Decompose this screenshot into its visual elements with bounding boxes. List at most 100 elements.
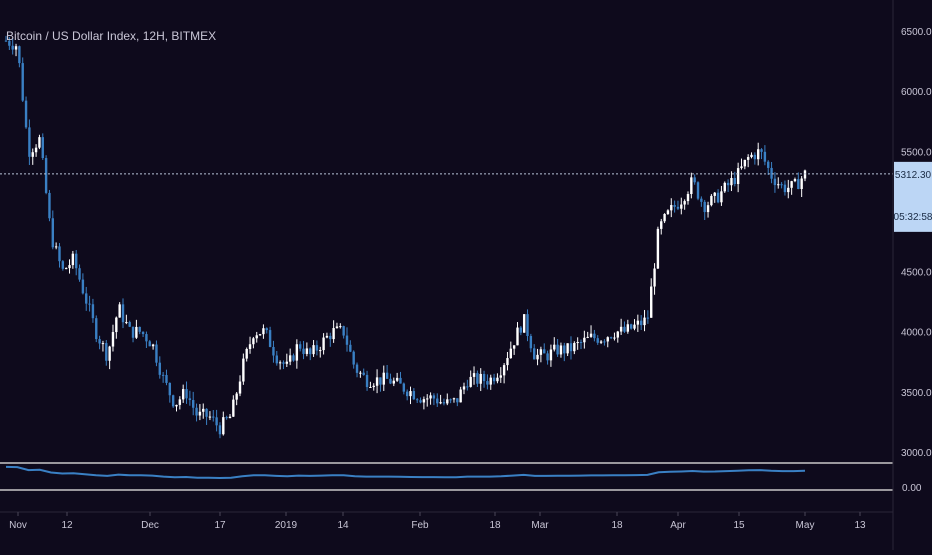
candle-body	[412, 391, 416, 400]
candle-body	[392, 380, 395, 384]
candle-body	[733, 177, 736, 185]
candle-body	[419, 400, 422, 403]
candle-body	[305, 348, 309, 354]
candle-body	[192, 400, 195, 408]
candle-body	[105, 343, 108, 361]
candle-body	[205, 408, 208, 417]
candle-body	[54, 246, 58, 248]
candle-body	[780, 184, 783, 186]
candle-body	[355, 364, 359, 373]
candle-body	[566, 343, 569, 354]
candle-body	[499, 375, 502, 378]
candle-body	[345, 335, 349, 345]
x-tick-label: 15	[733, 520, 745, 531]
candle-body	[623, 326, 626, 332]
y-tick-label: 4000.00	[901, 328, 932, 339]
candle-body	[442, 402, 446, 404]
candle-body	[202, 408, 205, 412]
candle-body	[569, 343, 573, 352]
indicator-tick: 0.00	[902, 483, 922, 494]
candle-body	[24, 100, 28, 128]
candle-body	[710, 195, 713, 206]
candle-body	[78, 268, 81, 280]
candle-body	[703, 201, 706, 213]
candle-body	[603, 341, 606, 343]
candle-body	[245, 348, 248, 359]
x-tick-label: 18	[611, 520, 623, 531]
candle-body	[34, 147, 38, 153]
candle-body	[429, 395, 432, 399]
candle-body	[506, 358, 509, 366]
last-price-tag-bg	[894, 161, 932, 232]
candle-body	[178, 399, 182, 405]
countdown-value: 05:32:58	[894, 212, 932, 223]
candle-body	[599, 341, 603, 343]
candle-body	[198, 411, 202, 416]
candle-body	[800, 178, 803, 189]
candle-body	[619, 326, 623, 332]
candle-body	[91, 304, 95, 319]
candle-body	[208, 416, 212, 418]
candle-body	[38, 137, 41, 148]
candle-body	[439, 402, 442, 404]
candle-body	[31, 152, 34, 157]
last-price-tag: 5312.30 05:32:58	[894, 161, 932, 232]
candle-body	[479, 373, 482, 384]
candle-body	[777, 184, 780, 186]
candle-body	[335, 326, 339, 329]
candle-body	[723, 182, 726, 192]
candle-body	[325, 335, 329, 338]
candle-body	[720, 191, 723, 203]
candle-body	[543, 349, 546, 354]
candle-body	[546, 353, 549, 361]
candle-body	[456, 398, 459, 403]
candle-body	[489, 377, 492, 385]
candle-body	[232, 399, 235, 417]
candle-body	[225, 417, 228, 419]
candle-body	[128, 322, 131, 327]
candle-body	[680, 204, 683, 209]
candle-body	[64, 268, 68, 270]
candle-body	[693, 177, 696, 183]
candle-body	[783, 184, 787, 193]
indicator-line	[5, 465, 806, 480]
candle-body	[362, 372, 365, 375]
x-tick-label: Nov	[9, 520, 27, 531]
candle-body	[61, 261, 65, 269]
candle-body	[295, 344, 299, 361]
candle-body	[606, 337, 609, 342]
candle-body	[349, 344, 352, 352]
candle-body	[11, 45, 14, 50]
candle-body	[315, 345, 319, 351]
candle-body	[466, 386, 469, 388]
candle-body	[375, 377, 379, 386]
candle-body	[365, 374, 369, 388]
candle-body	[797, 179, 800, 189]
candle-body	[342, 326, 345, 336]
candle-body	[793, 179, 797, 182]
candle-body	[516, 327, 519, 346]
candle-body	[432, 395, 436, 399]
candle-body	[459, 389, 462, 403]
y-tick-label: 4500.00	[901, 268, 932, 279]
candle-body	[258, 334, 262, 336]
candle-body	[486, 381, 489, 385]
candle-body	[716, 192, 720, 203]
candle-body	[576, 342, 579, 344]
candle-body	[265, 328, 268, 331]
candle-body	[111, 332, 115, 347]
candle-body	[713, 192, 716, 196]
candle-body	[171, 395, 175, 407]
candle-body	[135, 326, 138, 338]
candle-body	[138, 326, 141, 332]
candle-body	[660, 221, 663, 229]
candle-body	[352, 351, 355, 365]
candle-body	[639, 320, 643, 326]
candle-body	[21, 63, 24, 101]
candle-body	[212, 416, 215, 418]
candle-body	[426, 398, 429, 400]
candle-body	[743, 159, 747, 167]
candle-body	[168, 382, 172, 396]
candle-body	[676, 206, 680, 209]
